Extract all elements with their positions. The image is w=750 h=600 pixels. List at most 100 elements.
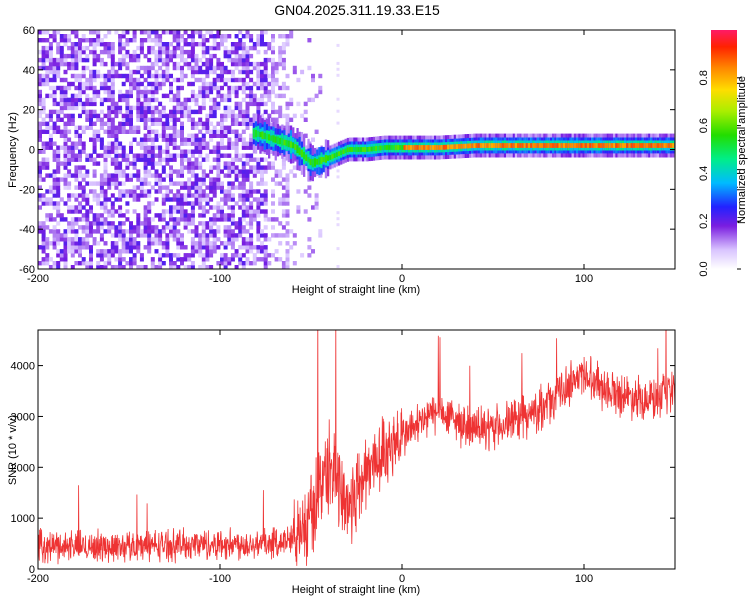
spectrogram-cell bbox=[63, 61, 68, 67]
spectrogram-cell bbox=[70, 221, 75, 226]
spectrogram-cell bbox=[107, 49, 112, 55]
spectrogram-cell bbox=[92, 193, 97, 198]
spectrogram-cell bbox=[67, 245, 72, 250]
spectrogram-cell bbox=[107, 105, 112, 111]
spectrogram-cell bbox=[121, 30, 126, 35]
spectrogram-cell bbox=[245, 197, 250, 202]
ridge-cell bbox=[610, 143, 614, 148]
spectrogram-cell bbox=[281, 233, 286, 238]
spectrogram-cell bbox=[74, 205, 79, 210]
spectrogram-cell bbox=[92, 197, 97, 202]
spectrogram-cell bbox=[176, 265, 181, 269]
spectrogram-cell bbox=[187, 161, 192, 166]
spectrogram-cell bbox=[263, 197, 268, 202]
spectrogram-cell bbox=[252, 61, 257, 67]
spectrogram-cell bbox=[38, 101, 42, 107]
spectrogram-cell bbox=[194, 42, 199, 47]
spectrogram-cell bbox=[238, 225, 243, 230]
spectrogram-cell bbox=[314, 205, 319, 210]
spectrogram-cell bbox=[201, 177, 206, 182]
spectrogram-cell bbox=[139, 117, 144, 122]
spectrogram-cell bbox=[172, 157, 177, 162]
spectrogram-cell bbox=[180, 193, 184, 198]
spectrogram-cell bbox=[190, 30, 195, 35]
spectrogram-cell bbox=[201, 253, 206, 258]
spectrogram-cell bbox=[212, 185, 217, 190]
spectrogram-cell bbox=[198, 129, 203, 134]
spectrogram-cell bbox=[118, 125, 123, 130]
spectrogram-cell bbox=[201, 77, 206, 83]
spectrogram-cell bbox=[154, 145, 159, 150]
spectrogram-cell bbox=[198, 249, 203, 254]
spectrogram-cell bbox=[278, 61, 283, 67]
spectrogram-cell bbox=[143, 173, 148, 178]
spectrogram-cell bbox=[78, 42, 82, 47]
spectrogram-cell bbox=[216, 261, 221, 266]
spectrogram-cell bbox=[256, 38, 261, 43]
spectrogram-cell bbox=[260, 101, 264, 107]
spectrogram-cell bbox=[190, 213, 195, 218]
y-tick-label: 40 bbox=[23, 65, 35, 77]
spectrogram-cell bbox=[183, 209, 188, 214]
spectrogram-cell bbox=[227, 49, 232, 55]
spectrogram-cell bbox=[172, 193, 177, 198]
spectrogram-cell bbox=[238, 30, 243, 35]
spectrogram-cell bbox=[92, 69, 97, 75]
spectrogram-cell bbox=[81, 217, 86, 222]
spectrogram-cell bbox=[289, 34, 294, 39]
spectrogram-cell bbox=[271, 61, 275, 67]
spectrogram-cell bbox=[227, 217, 232, 222]
spectrogram-cell bbox=[169, 137, 173, 142]
spectrogram-cell bbox=[234, 141, 239, 146]
spectrogram-cell bbox=[216, 34, 221, 39]
spectrogram-cell bbox=[118, 249, 123, 254]
spectrogram-cell bbox=[96, 213, 101, 218]
spectrogram-cell bbox=[147, 129, 152, 134]
spectrogram-cell bbox=[59, 85, 64, 91]
spectrogram-cell bbox=[234, 137, 239, 142]
spectrogram-cell bbox=[41, 161, 46, 166]
spectrogram-cell bbox=[260, 233, 264, 238]
spectrogram-cell bbox=[201, 97, 206, 103]
spectrogram-cell bbox=[336, 211, 340, 215]
spectrogram-cell bbox=[154, 181, 159, 186]
spectrogram-cell bbox=[198, 181, 203, 186]
ridge-cell bbox=[355, 147, 358, 152]
ridge-cell bbox=[560, 143, 563, 148]
spectrogram-cell bbox=[121, 153, 126, 158]
spectrogram-cell bbox=[307, 193, 312, 198]
ridge-cell bbox=[510, 143, 513, 148]
spectrogram-cell bbox=[198, 105, 203, 111]
spectrogram-cell bbox=[158, 113, 163, 119]
spectrogram-cell bbox=[136, 53, 141, 59]
spectrogram-cell bbox=[107, 197, 112, 202]
spectrogram-cell bbox=[85, 113, 90, 119]
ridge-cell bbox=[440, 145, 443, 150]
spectrogram-cell bbox=[96, 57, 101, 63]
spectrogram-cell bbox=[139, 141, 144, 146]
spectrogram-cell bbox=[172, 153, 177, 158]
spectrogram-cell bbox=[147, 189, 152, 194]
spectrogram-cell bbox=[216, 153, 221, 158]
ridge-cell bbox=[595, 143, 598, 148]
spectrogram-cell bbox=[150, 30, 155, 35]
spectrogram-cell bbox=[143, 161, 148, 166]
spectrogram-cell bbox=[241, 205, 246, 210]
spectrogram-cell bbox=[267, 217, 272, 222]
spectrogram-cell bbox=[103, 85, 108, 91]
ridge-cell bbox=[615, 143, 618, 148]
ridge-cell bbox=[508, 143, 511, 148]
spectrogram-cell bbox=[118, 189, 123, 194]
x-tick-label: 100 bbox=[575, 273, 593, 285]
spectrogram-cell bbox=[245, 169, 250, 174]
ridge-cell bbox=[357, 147, 360, 152]
spectrogram-cell bbox=[99, 153, 104, 158]
spectrogram-cell bbox=[216, 185, 221, 190]
ridge-cell bbox=[545, 143, 548, 148]
spectrogram-cell bbox=[252, 209, 257, 214]
spectrogram-cell bbox=[172, 141, 177, 146]
spectrogram-cell bbox=[227, 77, 232, 83]
ridge-cell bbox=[632, 143, 636, 148]
spectrogram-cell bbox=[150, 81, 155, 87]
spectrogram-cell bbox=[194, 125, 199, 130]
